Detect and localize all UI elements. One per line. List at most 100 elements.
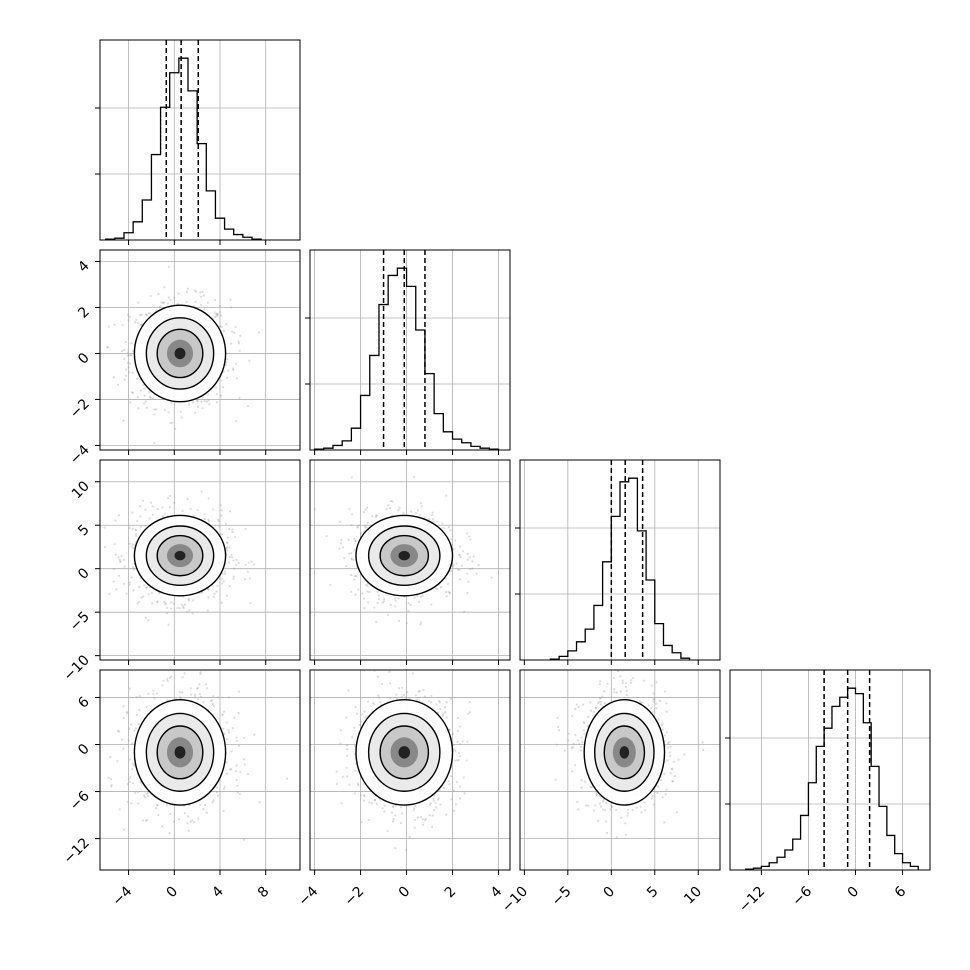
scatter-point (233, 567, 236, 570)
scatter-point (162, 679, 165, 682)
scatter-point (340, 802, 343, 805)
scatter-point (187, 403, 191, 406)
scatter-point (468, 567, 472, 571)
scatter-point (149, 501, 153, 504)
scatter-point (219, 504, 222, 507)
scatter-point (212, 508, 215, 511)
ytick-label-1-3: 2 (75, 304, 93, 322)
scatter-point (366, 590, 369, 593)
scatter-point (173, 501, 176, 504)
scatter-point (468, 711, 471, 714)
ytick-label-2-1: −5 (67, 609, 93, 635)
xtick-label-0-0: −4 (109, 883, 135, 909)
scatter-point (207, 596, 210, 599)
scatter-point (166, 679, 169, 683)
scatter-point (394, 804, 397, 807)
scatter-point (153, 413, 156, 416)
scatter-point (350, 523, 353, 527)
scatter-point (388, 507, 392, 510)
scatter-point (121, 324, 124, 327)
scatter-point (385, 508, 388, 511)
scatter-point (215, 590, 218, 593)
scatter-point (128, 526, 131, 530)
scatter-point (126, 354, 129, 357)
scatter-point (127, 739, 130, 742)
scatter-point (128, 315, 131, 318)
scatter-point (399, 821, 403, 825)
scatter-point (178, 607, 181, 610)
scatter-point (335, 770, 338, 773)
scatter-point (394, 605, 397, 608)
scatter-point (345, 565, 348, 568)
scatter-point (137, 301, 140, 304)
scatter-point (350, 574, 353, 577)
scatter-point (404, 696, 407, 699)
scatter-point (350, 557, 354, 560)
scatter-point (387, 504, 390, 507)
scatter-point (147, 593, 150, 596)
scatter-point (142, 402, 146, 405)
scatter-point (156, 803, 159, 807)
scatter-point (139, 780, 142, 783)
scatter-point (361, 713, 364, 716)
scatter-point (577, 808, 580, 811)
scatter-point (450, 569, 453, 573)
scatter-point (235, 764, 238, 767)
histogram-step (313, 267, 500, 450)
scatter-point (466, 740, 469, 743)
scatter-point (114, 519, 117, 522)
scatter-point (398, 506, 401, 509)
scatter-point (134, 534, 138, 538)
scatter-point (193, 693, 197, 696)
scatter-point (148, 517, 151, 520)
scatter-point (436, 587, 439, 590)
scatter-point (124, 341, 127, 344)
scatter-point (199, 295, 203, 298)
scatter-point (225, 594, 228, 597)
scatter-point (222, 580, 225, 583)
scatter-point (201, 407, 204, 410)
scatter-point (220, 533, 224, 536)
scatter-point (455, 780, 459, 784)
histogram-step (105, 57, 262, 240)
scatter-point (168, 676, 172, 679)
scatter-point (477, 563, 480, 567)
scatter-point (431, 814, 434, 817)
scatter-point (379, 701, 382, 704)
scatter-point (217, 520, 221, 523)
scatter-point (138, 708, 141, 712)
scatter-point (220, 509, 223, 512)
scatter-point (413, 596, 416, 599)
scatter-point (135, 714, 139, 717)
scatter-point (412, 475, 416, 478)
scatter-point (363, 607, 366, 610)
scatter-point (232, 575, 235, 578)
scatter-point (181, 509, 184, 512)
scatter-point (373, 606, 376, 609)
scatter-point (123, 582, 126, 585)
scatter-point (126, 361, 129, 364)
scatter-point (167, 623, 170, 626)
scatter-point (148, 395, 152, 398)
scatter-point (182, 605, 185, 608)
scatter-point (168, 506, 172, 509)
scatter-point (170, 675, 173, 678)
scatter-point (435, 703, 438, 706)
scatter-point (205, 811, 208, 815)
scatter-point (444, 590, 448, 594)
scatter-point (239, 334, 242, 337)
scatter-point (413, 826, 416, 829)
scatter-point (146, 794, 150, 797)
scatter-point (348, 508, 351, 511)
scatter-point (367, 818, 371, 822)
scatter-point (135, 696, 138, 699)
scatter-point (198, 683, 201, 686)
scatter-point (131, 391, 134, 395)
scatter-point (133, 729, 136, 732)
scatter-point (145, 586, 148, 589)
scatter-point (221, 714, 224, 717)
scatter-point (122, 419, 125, 422)
scatter-point (234, 325, 237, 329)
scatter-point (231, 528, 234, 531)
